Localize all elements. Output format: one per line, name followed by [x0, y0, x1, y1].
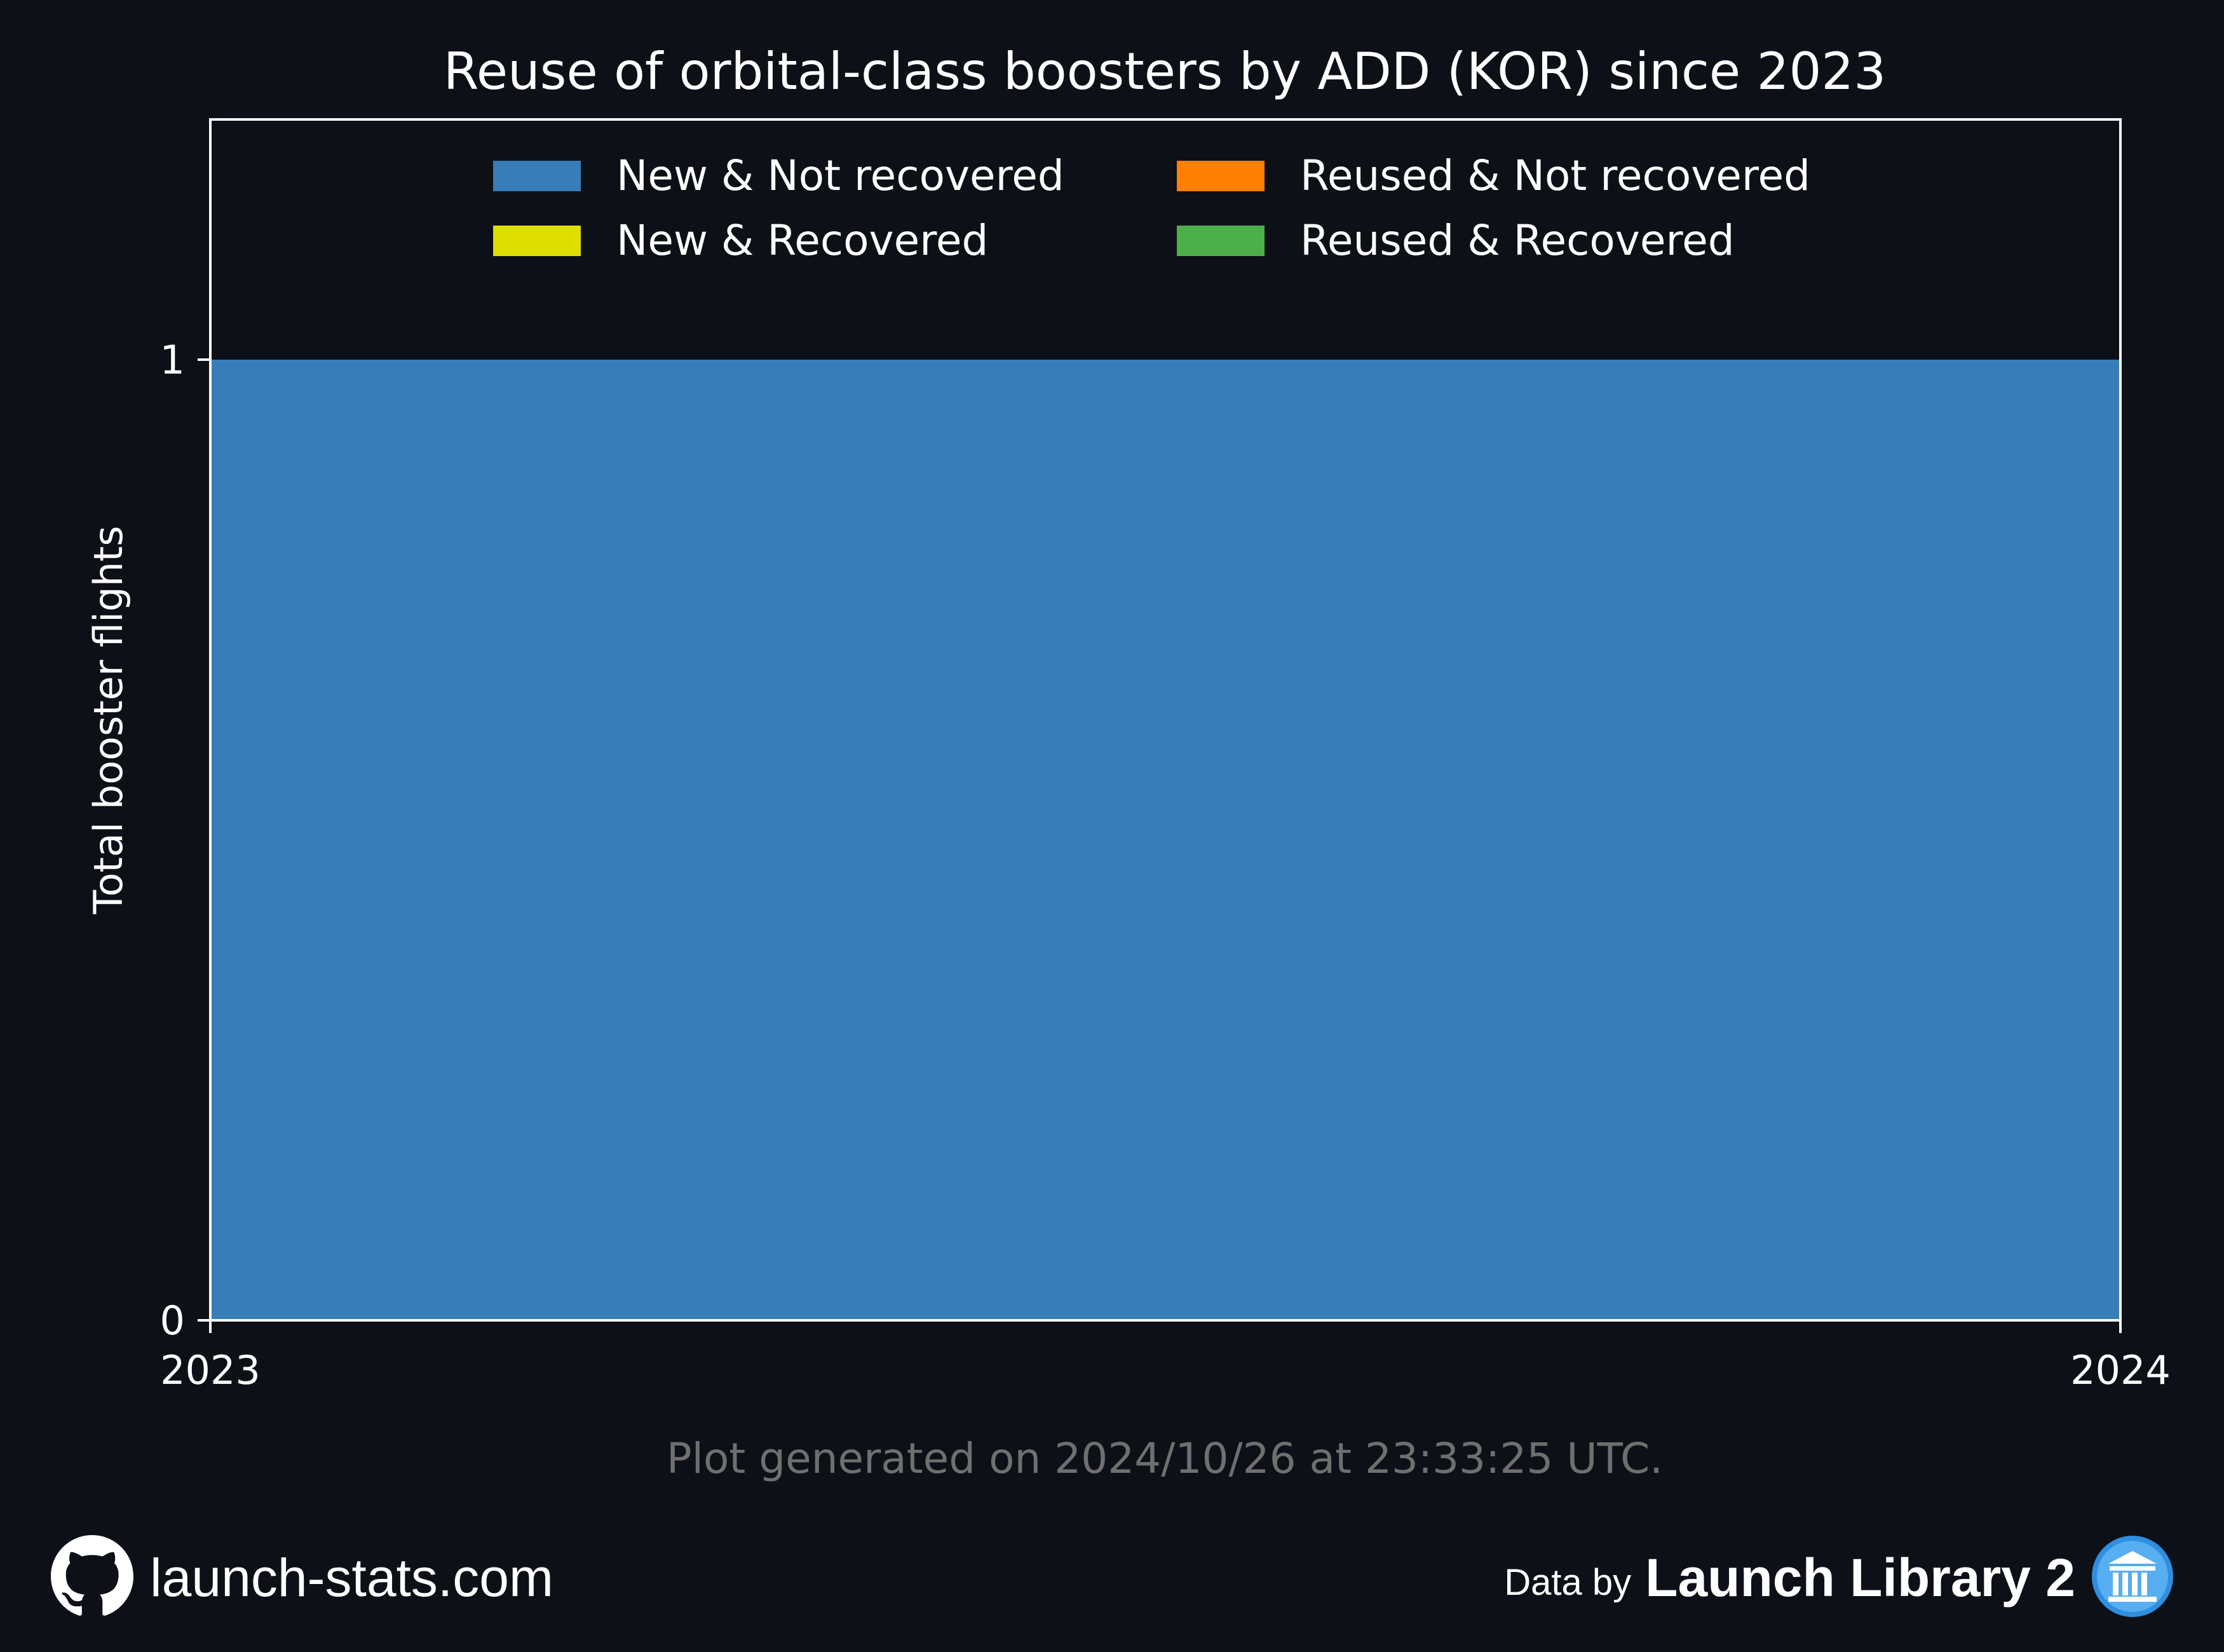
area-series-layer	[210, 360, 2120, 1320]
chart-title: Reuse of orbital-class boosters by ADD (…	[444, 42, 1886, 101]
area-series-1	[210, 360, 2120, 1320]
legend-label-1: New & Not recovered	[616, 151, 1064, 200]
legend-swatch-2	[493, 226, 581, 256]
y-axis-label: Total booster flights	[85, 525, 132, 914]
legend-swatch-3	[1177, 161, 1265, 191]
plot-generated-note: Plot generated on 2024/10/26 at 23:33:25…	[667, 1434, 1663, 1483]
legend-label-4: Reused & Recovered	[1300, 216, 1735, 265]
library-icon	[2091, 1534, 2174, 1621]
legend: New & Not recovered New & Recovered Reused…	[493, 151, 1810, 265]
footer-data-source: Data by Launch Library 2	[1504, 1536, 2174, 1619]
legend-label-3: Reused & Not recovered	[1300, 151, 1810, 200]
legend-label-2: New & Recovered	[616, 216, 988, 265]
launch-library-name[interactable]: Launch Library 2	[1645, 1547, 2075, 1608]
legend-swatch-4	[1177, 226, 1265, 256]
footer-site[interactable]: launch-stats.com	[51, 1535, 553, 1620]
y-tick-label-1: 1	[160, 337, 185, 383]
legend-swatch-1	[493, 161, 581, 191]
y-tick-label-0: 0	[160, 1297, 185, 1344]
axes: 2023 2024 0 1	[160, 337, 2171, 1393]
github-icon	[51, 1535, 133, 1620]
data-by-label: Data by	[1504, 1561, 1632, 1603]
x-tick-label-2024: 2024	[2070, 1347, 2171, 1393]
site-link[interactable]: launch-stats.com	[150, 1547, 553, 1608]
plot-frame	[209, 118, 2122, 1322]
x-tick-label-2023: 2023	[160, 1347, 261, 1393]
